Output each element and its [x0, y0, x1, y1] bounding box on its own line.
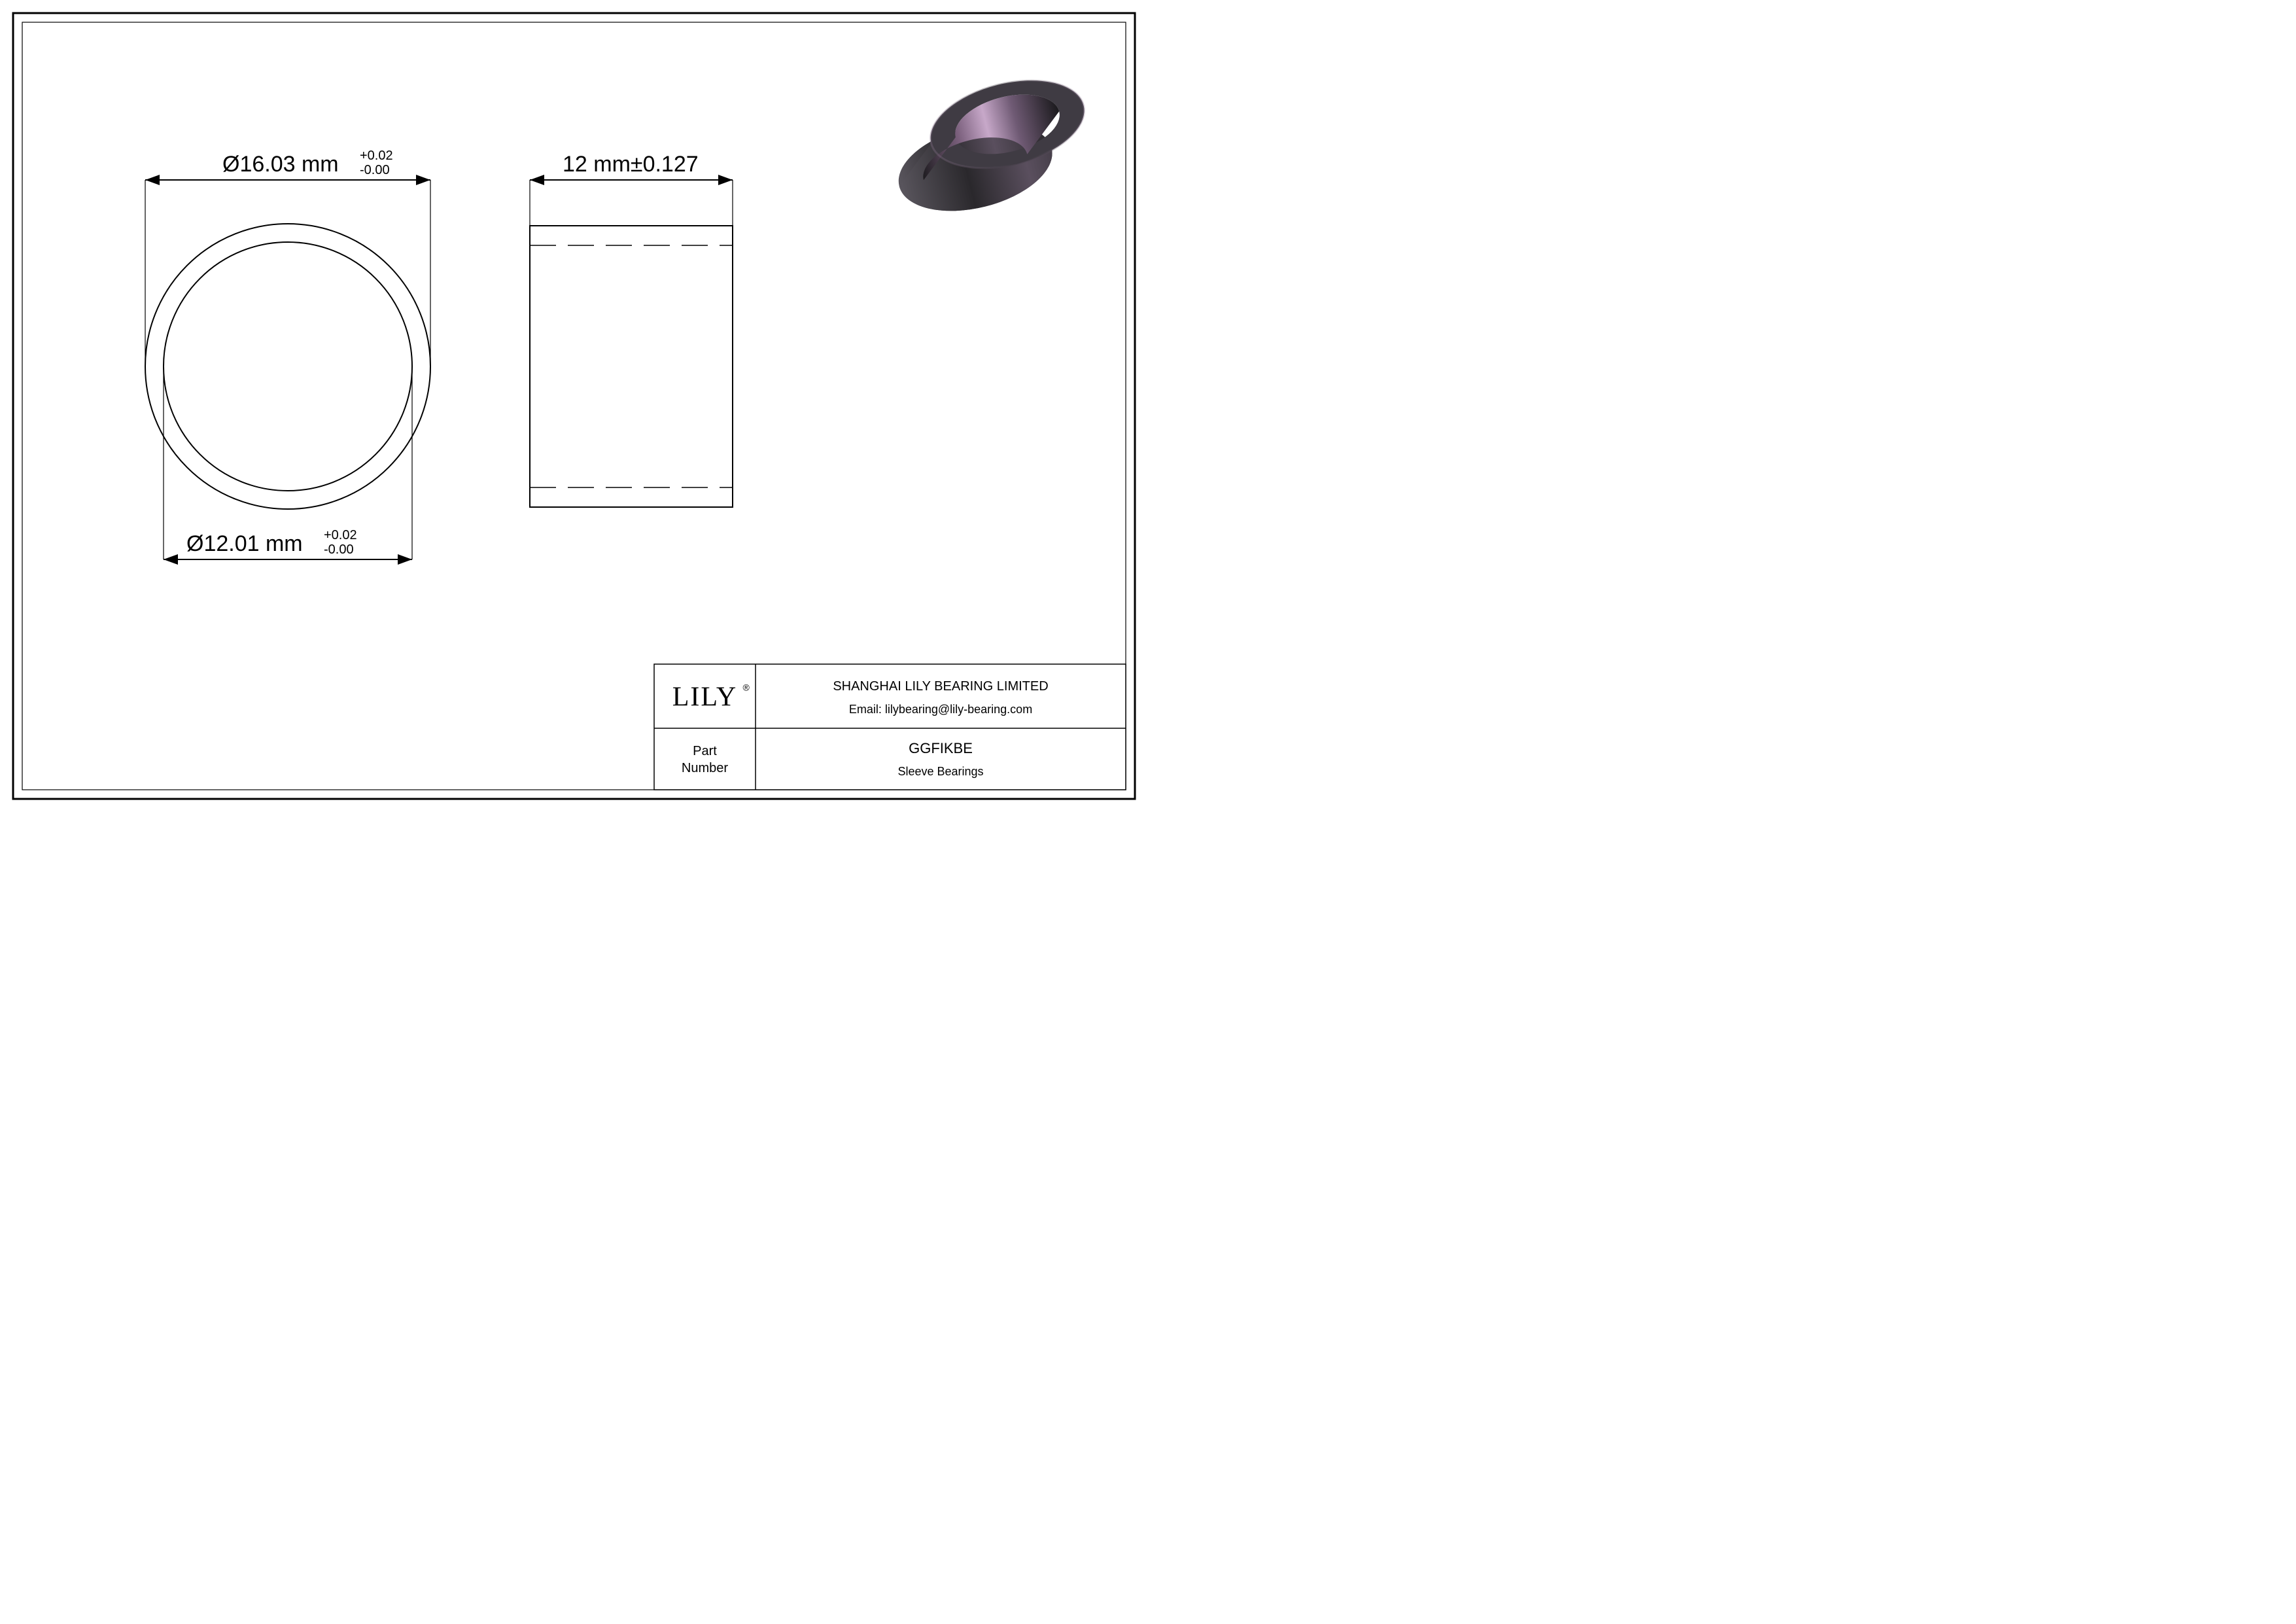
render-3d: [881, 66, 1102, 226]
dimension-arrowhead: [398, 554, 412, 565]
dim-inner-dia-tol-upper: +0.02: [324, 528, 357, 542]
dimension-arrowhead: [145, 175, 160, 185]
dim-length-label: 12 mm±0.127: [563, 152, 699, 177]
dim-outer-dia-tol-upper: +0.02: [360, 149, 393, 163]
dimension-arrowhead: [530, 175, 544, 185]
part-number-label-2: Number: [682, 761, 728, 775]
dim-inner-dia-tol-lower: -0.00: [324, 542, 354, 557]
dim-outer-dia-label: Ø16.03 mm: [222, 152, 339, 177]
dimension-arrowhead: [416, 175, 430, 185]
company-email: Email: lilybearing@lily-bearing.com: [849, 703, 1032, 716]
drawing-sheet: Ø16.03 mm+0.02-0.00Ø12.01 mm+0.02-0.0012…: [0, 0, 1148, 812]
part-number-label-1: Part: [693, 744, 717, 758]
drawing-svg: Ø16.03 mm+0.02-0.00Ø12.01 mm+0.02-0.0012…: [0, 0, 1148, 812]
ring-outer-circle: [145, 224, 430, 509]
logo-text: LILY: [672, 682, 737, 713]
ring-inner-circle: [164, 242, 412, 491]
logo-mark: ®: [743, 682, 750, 693]
dim-outer-dia-tol-lower: -0.00: [360, 163, 390, 177]
part-number-value: GGFIKBE: [909, 740, 973, 756]
dimension-arrowhead: [164, 554, 178, 565]
dimension-arrowhead: [718, 175, 733, 185]
company-name: SHANGHAI LILY BEARING LIMITED: [833, 679, 1048, 694]
part-description: Sleeve Bearings: [897, 765, 983, 778]
side-view-rect: [530, 226, 733, 507]
dim-inner-dia-label: Ø12.01 mm: [186, 531, 303, 556]
